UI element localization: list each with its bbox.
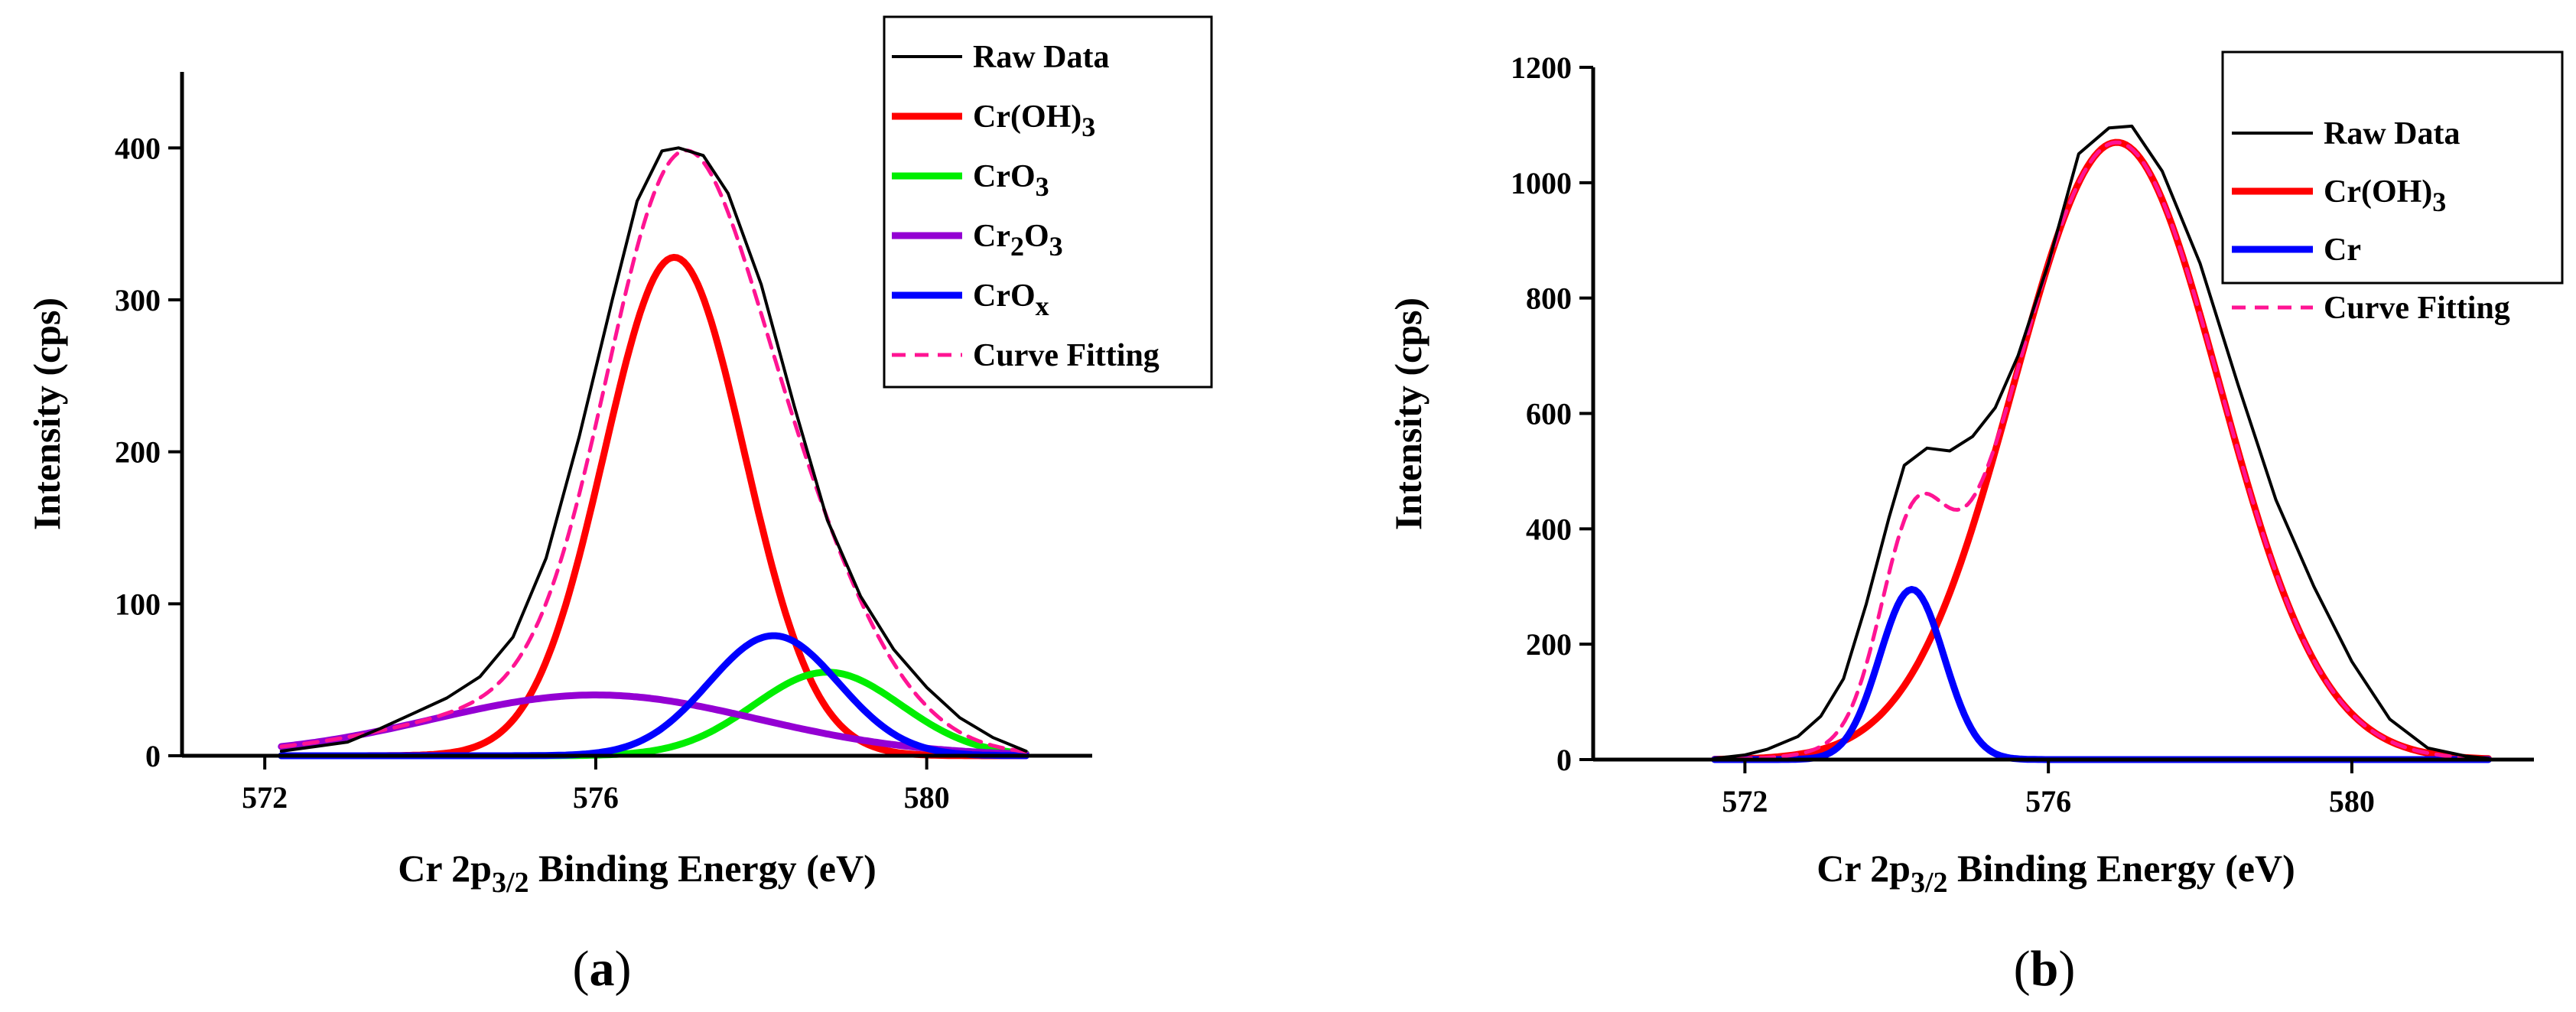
legend-label-cr-oh-3: Cr(OH)3 <box>973 99 1095 142</box>
axes-a <box>180 72 1092 758</box>
panel-letter-a: a <box>590 941 615 997</box>
legend-b: Raw Data Cr(OH)3 Cr Curve Fitting <box>2221 50 2564 326</box>
y-tick-label: 800 <box>1526 281 1572 316</box>
panel-label-a: (a) <box>573 941 632 997</box>
y-tick-label: 400 <box>115 131 161 165</box>
y-tick-label: 400 <box>1526 512 1572 546</box>
x-tick-label: 572 <box>242 780 288 815</box>
series-curve-fitting <box>279 148 1028 754</box>
y-axis-title: Intensity (cps) <box>25 298 68 530</box>
legend-box <box>2221 50 2564 285</box>
panel-letter-b: b <box>2031 941 2059 997</box>
y-axis-title: Intensity (cps) <box>1387 298 1429 530</box>
x-tick-label: 576 <box>2025 784 2071 818</box>
x-tick-label: 576 <box>573 780 619 815</box>
ticks-b: 572 576 580 0 200 400 600 800 1000 1200 <box>1511 50 2375 818</box>
legend-label-cr: Cr <box>2324 233 2361 268</box>
y-tick-label: 300 <box>115 283 161 317</box>
y-tick-label: 600 <box>1526 397 1572 431</box>
y-tick-label: 0 <box>1556 743 1572 777</box>
y-tick-label: 0 <box>145 739 161 773</box>
y-tick-label: 1200 <box>1511 50 1572 85</box>
x-tick-label: 580 <box>904 780 950 815</box>
y-tick-label: 1000 <box>1511 166 1572 200</box>
legend-a: Raw Data Cr(OH)3 CrO3 Cr2O3 CrOx Curve Fittin… <box>883 15 1213 389</box>
legend-label-raw-data: Raw Data <box>2324 116 2460 151</box>
y-tick-label: 200 <box>115 435 161 470</box>
legend-label-curve-fitting: Curve Fitting <box>2324 291 2510 326</box>
legend-label-cro3: CrO3 <box>973 159 1049 202</box>
y-tick-label: 100 <box>115 587 161 621</box>
legend-label-raw-data: Raw Data <box>973 40 1109 75</box>
legend-label-curve-fitting: Curve Fitting <box>973 338 1160 373</box>
legend-label-crox: CrOx <box>973 278 1049 321</box>
x-tick-label: 580 <box>2329 784 2375 818</box>
chart-panel-a: 572 576 580 0 100 200 300 400 Intensity (cps) C… <box>25 15 1213 997</box>
series-raw-data <box>279 146 1028 753</box>
x-axis-title: Cr 2p3/2 Binding Energy (eV) <box>398 847 876 899</box>
legend-box <box>883 15 1213 389</box>
x-axis-title: Cr 2p3/2 Binding Energy (eV) <box>1817 847 2295 899</box>
x-tick-label: 572 <box>1722 784 1768 818</box>
legend-label-cr2o3: Cr2O3 <box>973 219 1063 262</box>
legend-label-cr-oh-3: Cr(OH)3 <box>2324 174 2446 217</box>
y-tick-label: 200 <box>1526 627 1572 662</box>
series-raw-data <box>1712 124 2490 760</box>
series-curve-fitting <box>1712 140 2490 762</box>
ticks-a: 572 576 580 0 100 200 300 400 <box>115 131 950 815</box>
panel-label-b: (b) <box>2014 941 2076 997</box>
chart-panel-b: 572 576 580 0 200 400 600 800 1000 1200 Intensity… <box>1387 50 2564 997</box>
